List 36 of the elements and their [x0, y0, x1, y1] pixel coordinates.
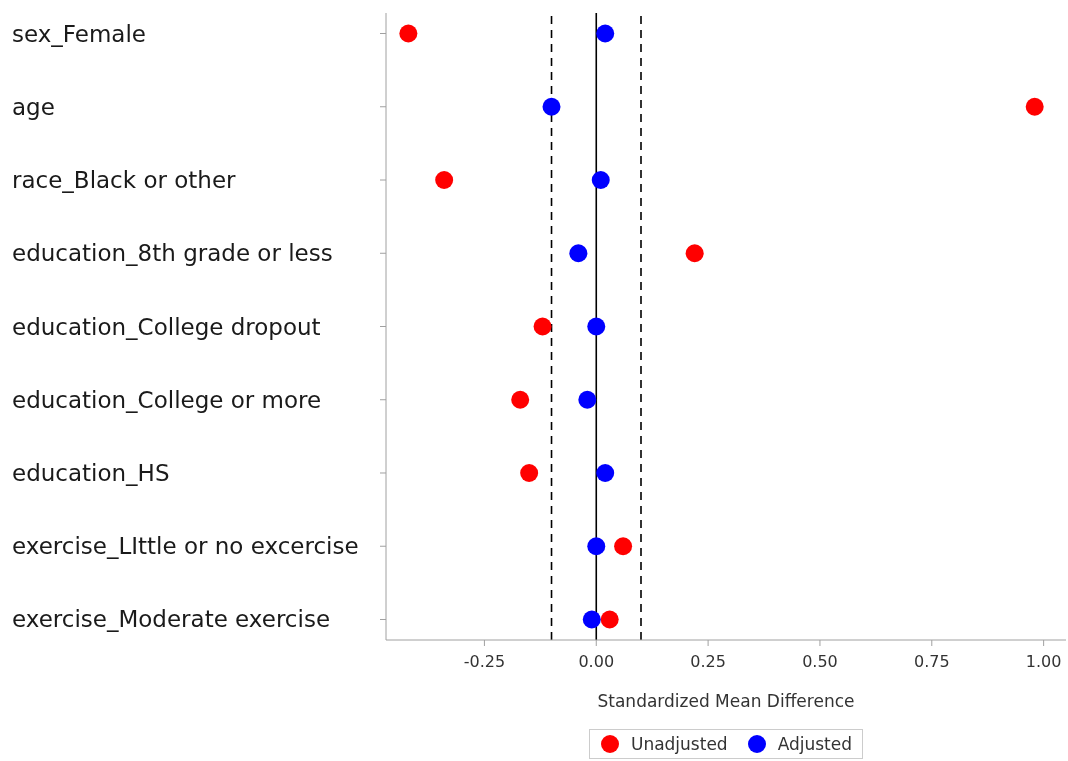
- x-tick-label: -0.25: [463, 652, 506, 672]
- point: [511, 390, 530, 409]
- point: [399, 24, 418, 43]
- point: [582, 610, 601, 629]
- point: [600, 610, 619, 629]
- y-tick-label: sex_Female: [12, 20, 147, 47]
- y-tick-label: age: [12, 93, 55, 120]
- point: [520, 464, 539, 482]
- x-tick-label: 0.75: [913, 652, 950, 672]
- point: [587, 317, 606, 336]
- x-tick-label: 0.25: [690, 652, 726, 672]
- point: [578, 390, 597, 409]
- y-tick-label: education_8th grade or less: [12, 240, 333, 267]
- y-tick-label: exercise_LIttle or no excercise: [12, 533, 359, 560]
- point: [1025, 97, 1044, 116]
- point: [614, 537, 633, 556]
- y-tick-label: race_Black or other: [12, 167, 237, 193]
- point: [587, 537, 606, 556]
- point: [435, 171, 454, 190]
- y-tick-label: education_College dropout: [12, 313, 321, 340]
- x-tick-label: 0.50: [802, 652, 838, 672]
- point: [596, 24, 615, 43]
- point: [569, 244, 588, 263]
- x-tick-label: 1.00: [1025, 652, 1062, 672]
- y-tick-label: education_College or more: [12, 386, 322, 413]
- y-tick-label: exercise_Moderate exercise: [12, 606, 331, 633]
- point: [685, 244, 704, 263]
- point: [542, 97, 561, 116]
- point: [533, 317, 552, 336]
- x-axis-title: Standardized Mean Difference: [597, 690, 855, 711]
- point: [596, 464, 615, 482]
- y-tick-label: education_HS: [12, 460, 170, 486]
- legend-label: Adjusted: [777, 734, 853, 754]
- point: [591, 171, 610, 190]
- legend-label: Unadjusted: [630, 734, 728, 754]
- x-tick-label: 0.00: [578, 652, 615, 672]
